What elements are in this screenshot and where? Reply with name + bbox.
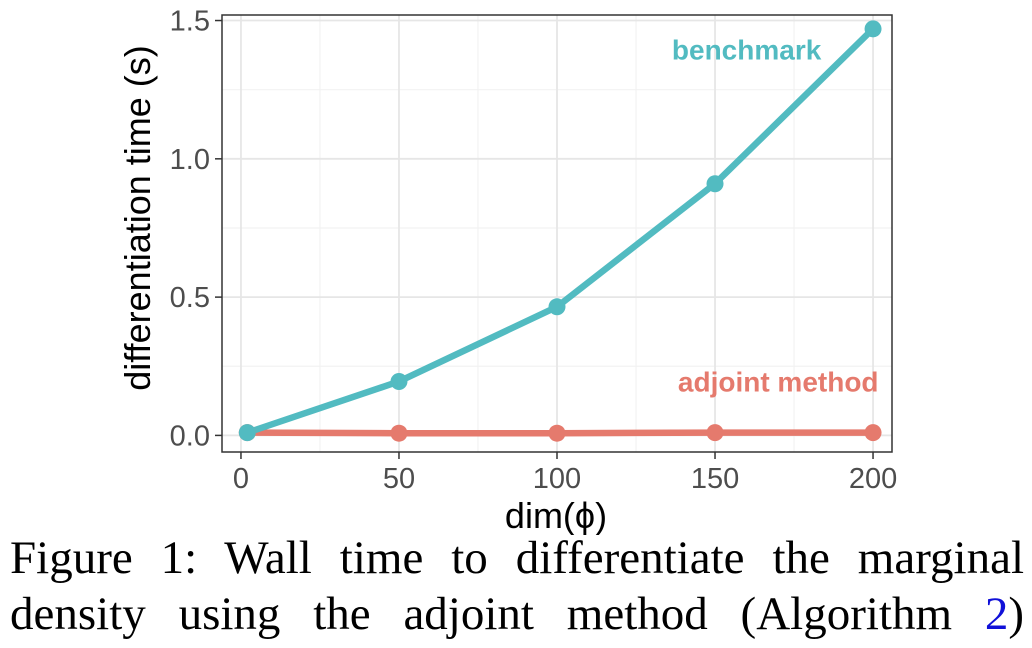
series-labels: adjoint method benchmark	[672, 35, 879, 398]
benchmark-point	[548, 298, 566, 316]
series-points	[238, 20, 882, 442]
y-axis-title: differentiation time (s)	[117, 45, 158, 390]
figure-caption: Figure 1: Wall time to differentiate the…	[10, 530, 1024, 642]
benchmark-label: benchmark	[672, 35, 822, 66]
x-tick-label: 150	[691, 463, 739, 495]
x-tick-label: 200	[849, 463, 897, 495]
adjoint-method-point	[390, 424, 408, 442]
y-tick-label: 0.0	[170, 420, 210, 452]
y-axis-ticks: 0.0 0.5 1.0 1.5	[170, 6, 222, 452]
y-tick-label: 0.5	[170, 282, 210, 314]
line-chart: adjoint method benchmark 0 50 100 150 200 0.0…	[117, 6, 897, 535]
benchmark-point	[864, 20, 882, 38]
x-tick-label: 50	[383, 463, 415, 495]
x-axis-title: dim(ϕ)	[505, 495, 607, 535]
y-tick-label: 1.5	[170, 6, 210, 38]
algorithm-reference-link[interactable]: 2	[984, 588, 1009, 640]
benchmark-point	[706, 175, 724, 193]
caption-line-2: density using the adjoint method (Algori…	[10, 586, 1024, 642]
x-axis-ticks: 0 50 100 150 200	[233, 452, 897, 495]
caption-line-2-text: density using the adjoint method (Algori…	[10, 588, 985, 640]
adjoint-method-point	[706, 424, 724, 442]
benchmark-point	[390, 372, 408, 390]
adjoint-method-point	[548, 424, 566, 442]
adjoint-method-label: adjoint method	[678, 366, 879, 397]
caption-line-2-end: )	[1008, 588, 1024, 640]
caption-line-1: Figure 1: Wall time to differentiate the…	[10, 532, 1024, 584]
adjoint-method-point	[864, 424, 882, 442]
x-tick-label: 0	[233, 463, 249, 495]
y-tick-label: 1.0	[170, 144, 210, 176]
benchmark-point	[238, 424, 256, 442]
x-tick-label: 100	[533, 463, 581, 495]
